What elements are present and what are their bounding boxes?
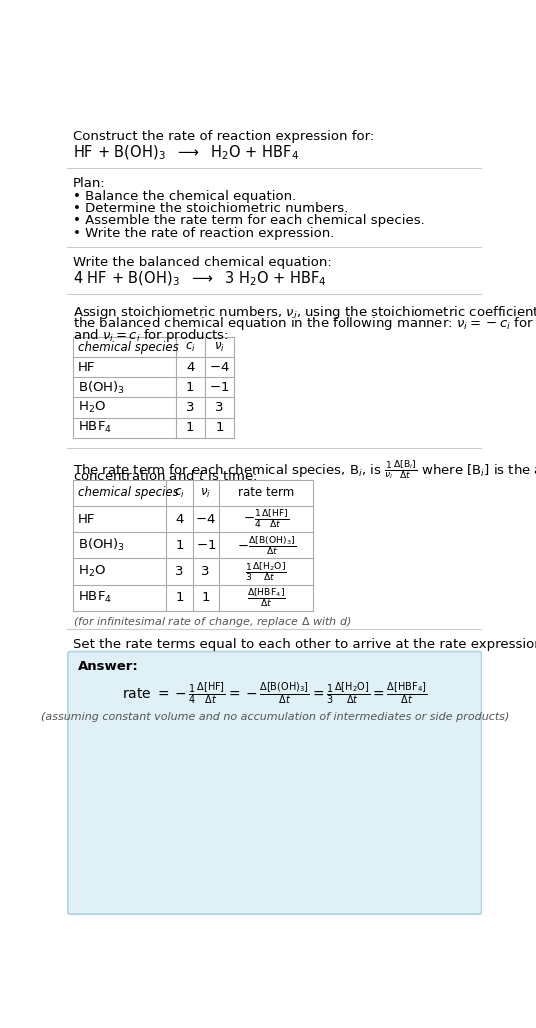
Text: (for infinitesimal rate of change, replace $\Delta$ with $d$): (for infinitesimal rate of change, repla… <box>73 616 352 629</box>
Text: concentration and $t$ is time:: concentration and $t$ is time: <box>73 469 257 483</box>
Text: HF: HF <box>78 361 95 374</box>
Text: $\frac{\Delta[\mathrm{HBF_4}]}{\Delta t}$: $\frac{\Delta[\mathrm{HBF_4}]}{\Delta t}… <box>247 586 286 610</box>
Text: HBF$_4$: HBF$_4$ <box>78 420 112 435</box>
Text: 4 HF + B(OH)$_3$  $\longrightarrow$  3 H$_2$O + HBF$_4$: 4 HF + B(OH)$_3$ $\longrightarrow$ 3 H$_… <box>73 269 327 288</box>
Text: Write the balanced chemical equation:: Write the balanced chemical equation: <box>73 256 332 268</box>
Text: $\nu_i$: $\nu_i$ <box>200 486 211 500</box>
Text: $-\frac{\Delta[\mathrm{B(OH)_3}]}{\Delta t}$: $-\frac{\Delta[\mathrm{B(OH)_3}]}{\Delta… <box>237 534 296 557</box>
Text: H$_2$O: H$_2$O <box>78 564 106 579</box>
Text: $c_i$: $c_i$ <box>185 341 196 354</box>
Text: Set the rate terms equal to each other to arrive at the rate expression:: Set the rate terms equal to each other t… <box>73 638 536 652</box>
Text: $-4$: $-4$ <box>209 361 230 374</box>
Text: Assign stoichiometric numbers, $\nu_i$, using the stoichiometric coefficients, $: Assign stoichiometric numbers, $\nu_i$, … <box>73 303 536 321</box>
Text: 1: 1 <box>175 591 184 604</box>
Text: HBF$_4$: HBF$_4$ <box>78 590 112 605</box>
Text: 3: 3 <box>186 401 195 414</box>
Text: chemical species: chemical species <box>78 341 178 354</box>
Text: and $\nu_i = c_i$ for products:: and $\nu_i = c_i$ for products: <box>73 327 229 343</box>
Text: Construct the rate of reaction expression for:: Construct the rate of reaction expressio… <box>73 130 375 143</box>
Text: $-4$: $-4$ <box>195 513 216 525</box>
Text: HF + B(OH)$_3$  $\longrightarrow$  H$_2$O + HBF$_4$: HF + B(OH)$_3$ $\longrightarrow$ H$_2$O … <box>73 143 299 161</box>
Text: H$_2$O: H$_2$O <box>78 400 106 415</box>
Text: chemical species: chemical species <box>78 486 178 500</box>
Text: 3: 3 <box>202 565 210 578</box>
Text: 1: 1 <box>186 381 195 394</box>
Text: 1: 1 <box>175 539 184 552</box>
Text: • Assemble the rate term for each chemical species.: • Assemble the rate term for each chemic… <box>73 214 425 227</box>
Bar <box>73 480 314 611</box>
Text: $-1$: $-1$ <box>210 381 230 394</box>
Text: 1: 1 <box>215 421 224 434</box>
Text: 3: 3 <box>175 565 184 578</box>
Text: • Write the rate of reaction expression.: • Write the rate of reaction expression. <box>73 226 334 240</box>
Text: • Balance the chemical equation.: • Balance the chemical equation. <box>73 189 296 203</box>
Text: the balanced chemical equation in the following manner: $\nu_i = -c_i$ for react: the balanced chemical equation in the fo… <box>73 316 536 332</box>
Text: $\nu_i$: $\nu_i$ <box>214 341 225 354</box>
Text: The rate term for each chemical species, B$_i$, is $\frac{1}{\nu_i}\frac{\Delta[: The rate term for each chemical species,… <box>73 457 536 480</box>
Bar <box>73 337 234 438</box>
Text: $\frac{1}{3}\frac{\Delta[\mathrm{H_2O}]}{\Delta t}$: $\frac{1}{3}\frac{\Delta[\mathrm{H_2O}]}… <box>245 560 287 583</box>
Text: 4: 4 <box>175 513 183 525</box>
Text: rate term: rate term <box>238 486 294 500</box>
Text: Plan:: Plan: <box>73 177 106 190</box>
Text: $c_i$: $c_i$ <box>174 486 185 500</box>
Text: B(OH)$_3$: B(OH)$_3$ <box>78 538 125 553</box>
Text: 3: 3 <box>215 401 224 414</box>
Text: $-1$: $-1$ <box>196 539 216 552</box>
Text: $-\frac{1}{4}\frac{\Delta[\mathrm{HF}]}{\Delta t}$: $-\frac{1}{4}\frac{\Delta[\mathrm{HF}]}{… <box>243 508 289 530</box>
Text: rate $= -\frac{1}{4}\frac{\Delta[\mathrm{HF}]}{\Delta t} = -\frac{\Delta[\mathrm: rate $= -\frac{1}{4}\frac{\Delta[\mathrm… <box>122 681 427 706</box>
Text: Answer:: Answer: <box>78 660 139 673</box>
Text: 1: 1 <box>186 421 195 434</box>
Text: HF: HF <box>78 513 95 525</box>
FancyBboxPatch shape <box>68 652 482 914</box>
Text: 4: 4 <box>186 361 195 374</box>
Text: (assuming constant volume and no accumulation of intermediates or side products): (assuming constant volume and no accumul… <box>41 712 509 723</box>
Text: B(OH)$_3$: B(OH)$_3$ <box>78 379 125 396</box>
Text: 1: 1 <box>202 591 210 604</box>
Text: • Determine the stoichiometric numbers.: • Determine the stoichiometric numbers. <box>73 201 348 215</box>
